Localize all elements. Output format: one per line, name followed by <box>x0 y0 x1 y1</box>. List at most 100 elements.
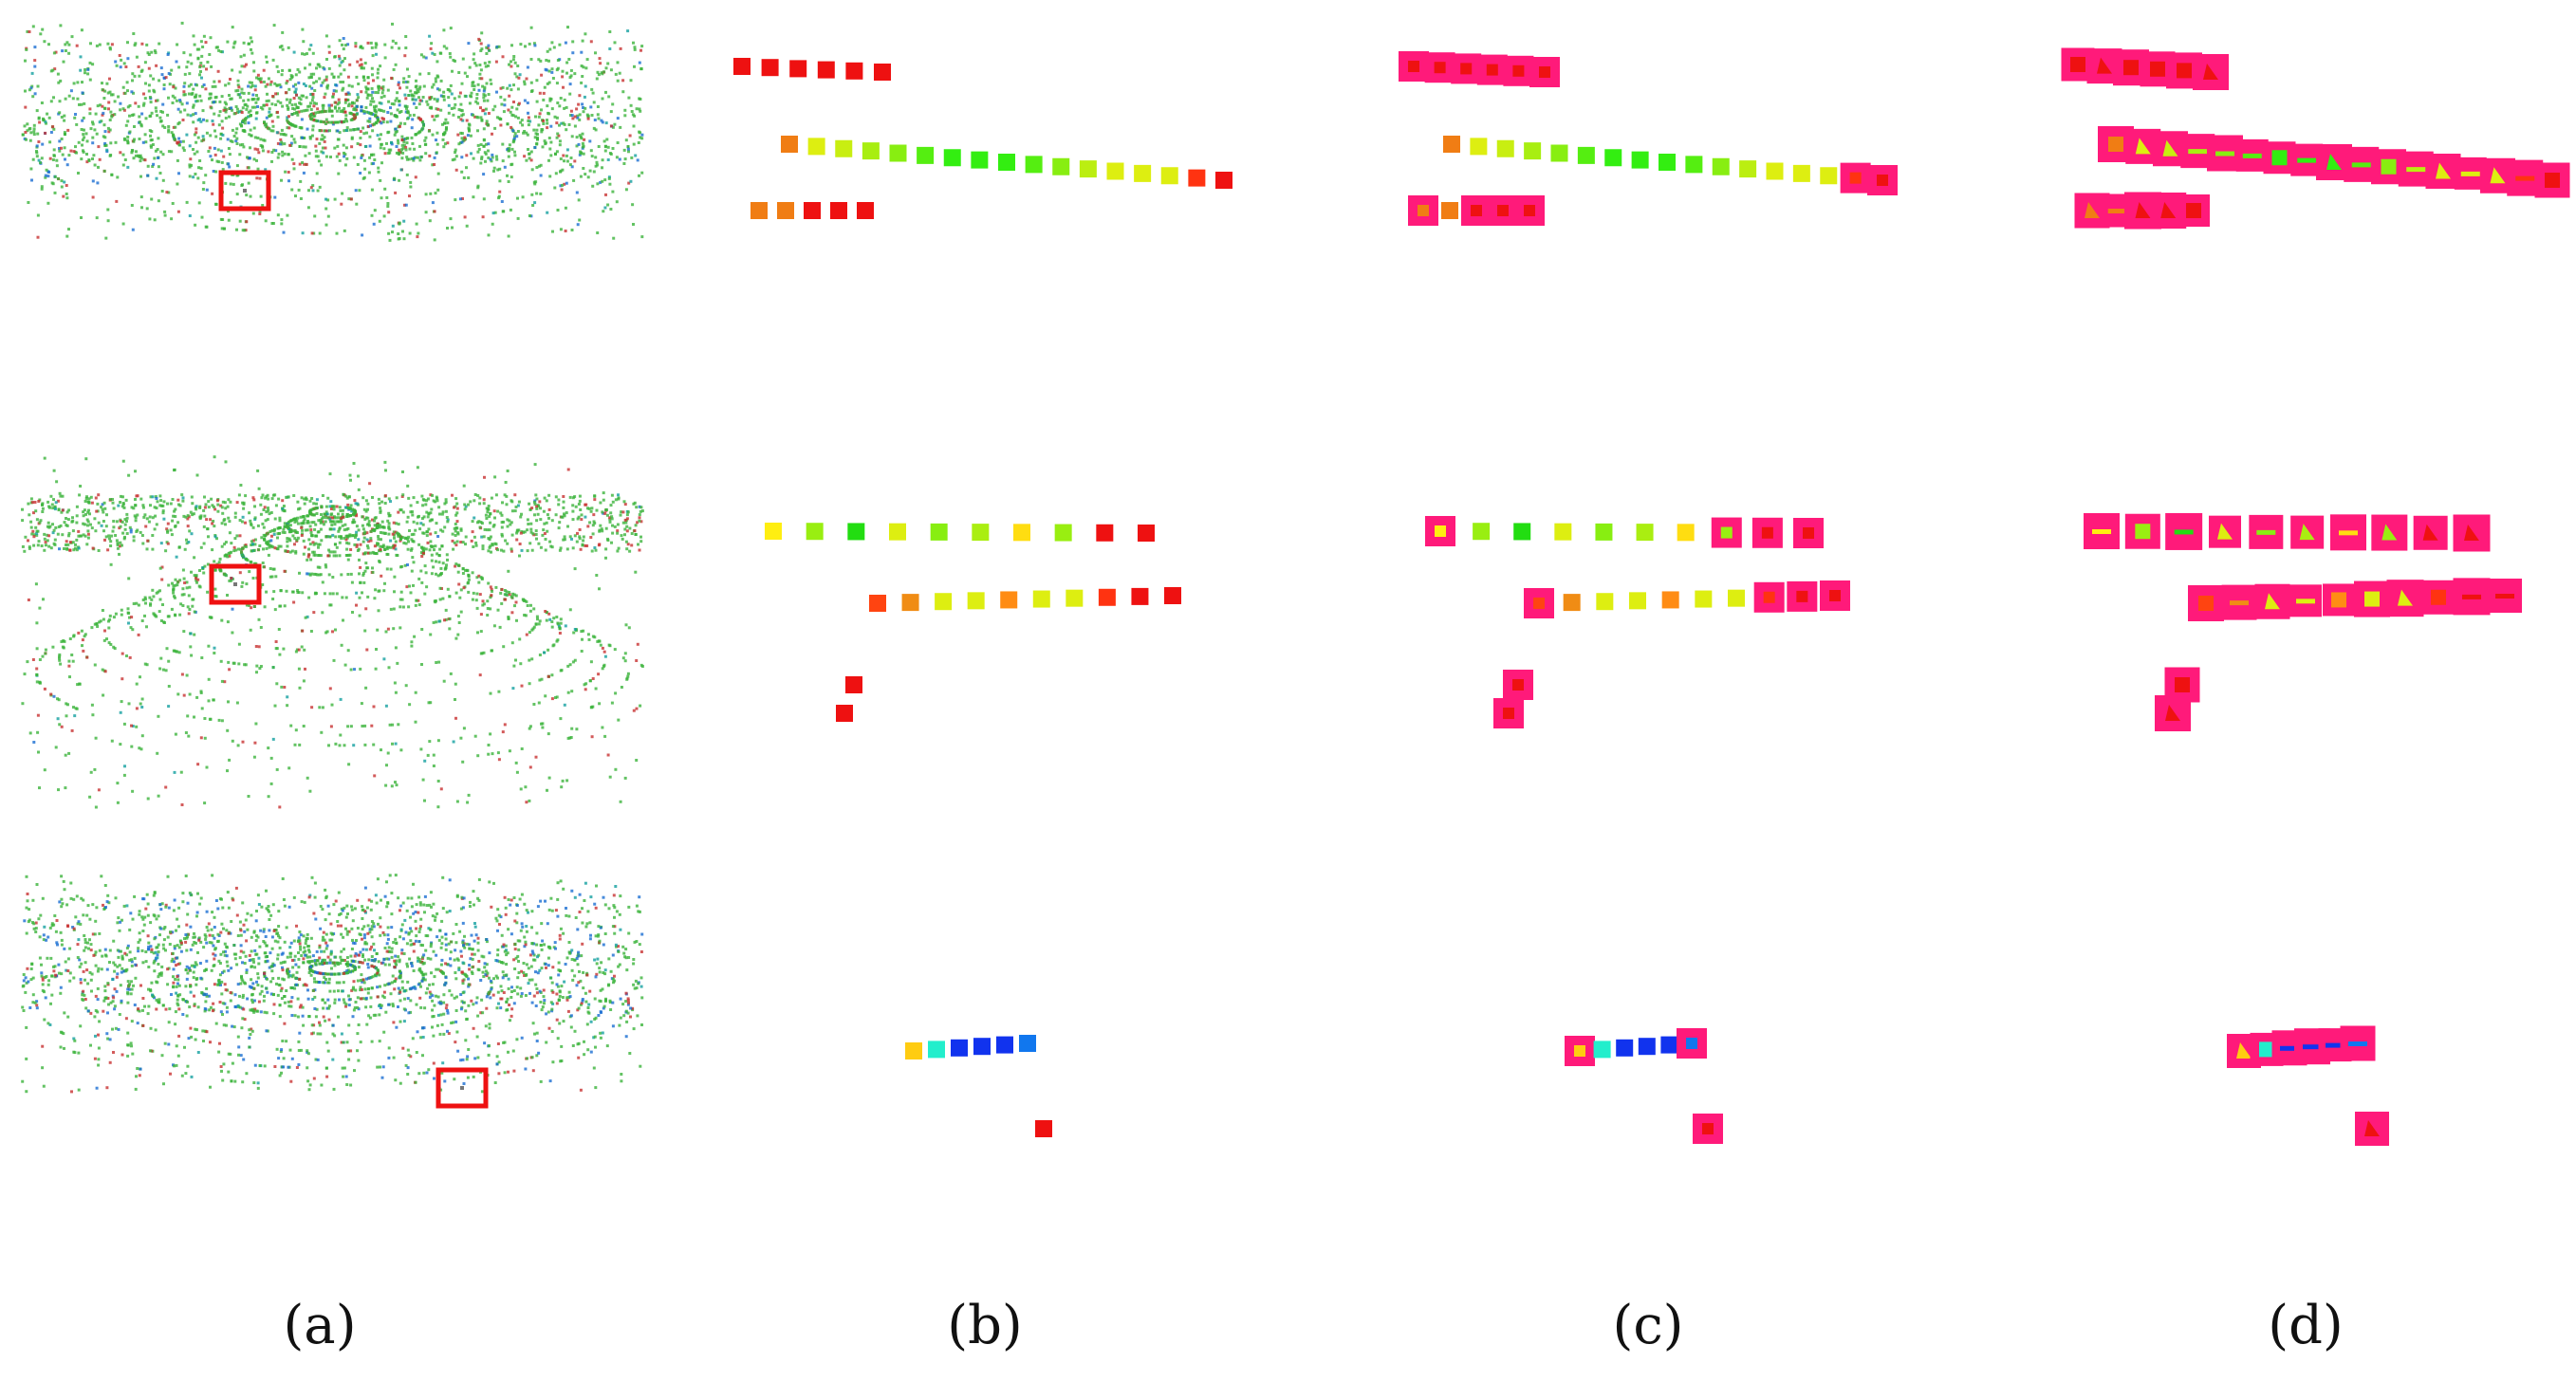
cloud-point <box>58 139 62 143</box>
cloud-point <box>301 136 304 139</box>
cloud-point <box>91 141 95 145</box>
cloud-point <box>200 139 204 143</box>
cloud-point <box>536 512 540 516</box>
cloud-point <box>108 537 111 541</box>
cloud-point <box>324 122 327 125</box>
cloud-point <box>180 102 184 106</box>
cloud-point <box>630 156 634 159</box>
cloud-point <box>624 521 628 525</box>
cloud-point <box>624 188 628 192</box>
cloud-point <box>327 103 331 107</box>
cloud-point <box>108 128 112 132</box>
cloud-point <box>506 122 510 126</box>
cloud-point <box>391 224 395 228</box>
cloud-point <box>528 631 531 635</box>
cloud-point <box>27 201 30 204</box>
cloud-point <box>398 178 401 182</box>
cloud-point <box>319 527 323 531</box>
cloud-point <box>158 79 161 83</box>
cloud-point <box>456 615 460 618</box>
cloud-point <box>423 799 426 802</box>
cloud-point <box>419 155 423 158</box>
cloud-point <box>322 106 325 110</box>
cloud-point <box>248 157 251 160</box>
cloud-point <box>198 517 202 521</box>
cloud-point <box>130 151 134 155</box>
cloud-point <box>338 39 342 43</box>
cloud-point <box>366 120 370 123</box>
cloud-point <box>259 138 263 141</box>
cloud-point <box>391 230 394 234</box>
cloud-point <box>339 535 343 539</box>
cloud-point <box>356 142 360 145</box>
cloud-point <box>582 110 585 114</box>
cloud-point <box>363 62 367 64</box>
cloud-point <box>155 507 158 510</box>
cloud-point <box>110 43 114 46</box>
cloud-point <box>308 525 312 528</box>
cloud-point <box>277 497 281 501</box>
cloud-point <box>399 748 403 752</box>
cloud-point <box>362 532 366 535</box>
cloud-point <box>401 81 405 84</box>
cloud-point <box>362 580 366 584</box>
cloud-point <box>133 44 137 47</box>
cloud-point <box>583 138 586 141</box>
cloud-point <box>36 84 40 88</box>
cloud-point <box>159 66 163 70</box>
cloud-point <box>205 131 209 135</box>
cloud-point <box>104 143 108 147</box>
cloud-point <box>160 578 164 581</box>
cloud-point <box>517 76 521 80</box>
cloud-point <box>135 682 139 686</box>
cloud-point <box>523 530 527 534</box>
cloud-point <box>269 80 273 83</box>
cloud-point <box>177 172 180 175</box>
cloud-point <box>140 734 144 738</box>
cloud-point <box>517 528 521 532</box>
cloud-point <box>44 175 47 179</box>
cloud-point <box>479 68 483 72</box>
cloud-point <box>412 157 416 160</box>
cloud-point <box>213 84 217 88</box>
cloud-point <box>175 60 178 64</box>
cloud-point <box>512 83 515 87</box>
cloud-point <box>256 73 260 77</box>
cloud-point <box>232 549 236 553</box>
cloud-point <box>300 109 304 113</box>
cloud-point <box>417 603 421 607</box>
cloud-point <box>558 548 562 552</box>
cloud-point <box>314 155 318 158</box>
cloud-point <box>320 730 324 734</box>
cloud-point <box>149 74 153 78</box>
cloud-point <box>253 105 257 109</box>
cloud-point <box>479 42 483 46</box>
cloud-point <box>204 41 208 45</box>
cloud-point <box>568 608 572 612</box>
cloud-point <box>66 518 70 522</box>
cloud-point <box>608 520 612 524</box>
cloud-point <box>87 508 90 512</box>
cloud-point <box>423 759 427 763</box>
cloud-point <box>146 164 150 168</box>
cloud-point <box>430 559 434 562</box>
cloud-point <box>352 462 356 465</box>
cloud-point <box>491 156 494 159</box>
cloud-point <box>294 73 298 77</box>
cloud-point <box>510 162 514 166</box>
cloud-point <box>52 498 55 502</box>
cloud-point <box>346 725 350 728</box>
cloud-point <box>97 165 100 169</box>
cloud-point <box>529 603 532 607</box>
cloud-point <box>86 524 89 527</box>
cloud-point <box>56 176 60 180</box>
cloud-point <box>453 157 456 161</box>
cloud-point <box>321 110 324 114</box>
cloud-point <box>21 519 25 523</box>
cloud-point <box>449 55 453 59</box>
cloud-point <box>582 539 585 543</box>
cloud-point <box>293 543 296 546</box>
cloud-point <box>375 110 378 114</box>
cloud-point <box>355 543 359 546</box>
cloud-point <box>44 131 47 135</box>
